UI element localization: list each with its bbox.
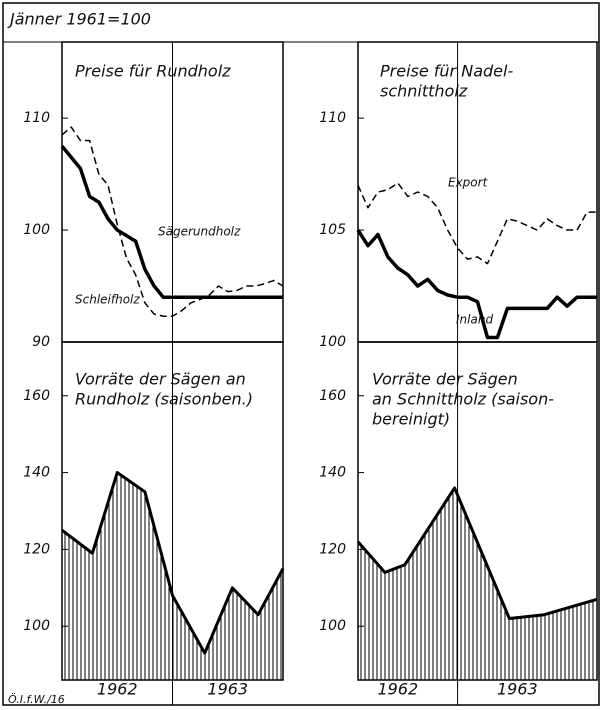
area-line bbox=[356, 486, 598, 621]
panel-title: bereinigt) bbox=[372, 410, 450, 429]
y-tick-label: 160 bbox=[319, 388, 346, 404]
panel-title: Rundholz (saisonben.) bbox=[75, 390, 253, 409]
y-tick-label: 100 bbox=[319, 334, 346, 350]
footer: Ö.I.f.W./16 bbox=[8, 693, 65, 706]
panel-title: Preise für Nadel- bbox=[380, 62, 513, 81]
y-tick-label: 120 bbox=[23, 541, 50, 557]
series-label: Inland bbox=[456, 313, 493, 327]
y-tick-label: 120 bbox=[319, 541, 346, 557]
x-tick-label: 1963 bbox=[497, 680, 538, 699]
x-tick-label: 1963 bbox=[207, 680, 248, 699]
series-line bbox=[357, 182, 597, 265]
area-line bbox=[61, 471, 285, 655]
y-tick-label: 105 bbox=[319, 222, 346, 238]
series-line bbox=[60, 144, 283, 299]
y-tick-label: 140 bbox=[319, 465, 346, 481]
panel-title: schnittholz bbox=[380, 82, 468, 101]
panel-title: an Schnittholz (saison- bbox=[372, 390, 554, 409]
y-tick-label: 110 bbox=[23, 110, 50, 126]
y-tick-label: 100 bbox=[23, 618, 50, 634]
series-line bbox=[61, 126, 284, 318]
y-tick-label: 90 bbox=[32, 334, 50, 350]
header: Jänner 1961=100 bbox=[7, 10, 151, 29]
series-label: Schleifholz bbox=[75, 293, 140, 307]
panel-title: Vorräte der Sägen bbox=[372, 370, 518, 389]
y-tick-label: 140 bbox=[23, 465, 50, 481]
y-tick-label: 100 bbox=[23, 222, 50, 238]
series-line bbox=[356, 229, 597, 340]
series-label: Export bbox=[448, 176, 489, 190]
x-tick-label: 1962 bbox=[377, 680, 418, 699]
y-tick-label: 110 bbox=[319, 110, 346, 126]
panel-title: Preise für Rundholz bbox=[75, 62, 231, 81]
x-tick-label: 1962 bbox=[97, 680, 138, 699]
y-tick-label: 160 bbox=[23, 388, 50, 404]
series-label: Sägerundholz bbox=[158, 225, 241, 239]
area-fill bbox=[358, 487, 597, 680]
area-fill bbox=[62, 472, 283, 680]
panel-title: Vorräte der Sägen an bbox=[75, 370, 246, 389]
y-tick-label: 100 bbox=[319, 618, 346, 634]
